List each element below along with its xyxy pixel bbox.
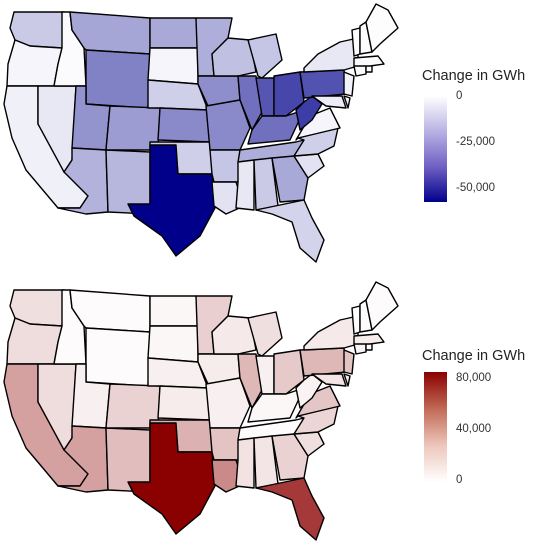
legend-tick-label: 40,000 xyxy=(456,423,492,435)
state-mi xyxy=(247,33,283,79)
state-mi xyxy=(247,311,283,357)
state-sd xyxy=(147,325,199,363)
legend-tick-label: -25,000 xyxy=(456,136,496,148)
state-il xyxy=(237,353,263,409)
legend-tick-label: 80,000 xyxy=(456,372,492,384)
state-wy xyxy=(85,49,151,109)
state-nd xyxy=(149,17,199,49)
state-md xyxy=(311,95,347,109)
state-mo xyxy=(205,99,251,151)
state-or xyxy=(6,39,63,87)
state-me xyxy=(365,3,399,53)
state-ma xyxy=(353,55,385,67)
legend-tick-label: 0 xyxy=(456,90,463,102)
state-sd xyxy=(147,47,199,85)
legend-title: Change in GWh xyxy=(422,348,526,364)
state-tx xyxy=(127,422,217,535)
legend-color-bar xyxy=(424,96,447,202)
state-or xyxy=(6,317,63,365)
state-wy xyxy=(85,327,151,387)
legend-color-bar xyxy=(424,372,447,482)
decrease-map xyxy=(3,3,399,263)
state-ar xyxy=(209,427,241,461)
state-de xyxy=(343,373,351,387)
state-md xyxy=(311,373,347,387)
state-nj xyxy=(343,349,355,375)
state-fl xyxy=(255,199,325,263)
state-nd xyxy=(149,295,199,327)
state-ks xyxy=(157,107,211,143)
state-ar xyxy=(209,149,241,183)
legend-title: Change in GWh xyxy=(422,68,526,84)
legend-tick-label: 0 xyxy=(456,474,463,486)
state-de xyxy=(343,95,351,109)
state-mo xyxy=(205,377,251,429)
state-ks xyxy=(157,385,211,421)
state-vt xyxy=(351,27,361,57)
state-me xyxy=(365,281,399,331)
state-fl xyxy=(255,477,325,541)
state-vt xyxy=(351,305,361,335)
state-oh xyxy=(273,71,305,117)
state-tx xyxy=(127,144,217,257)
increase-legend: Change in GWh 80,000 40,000 0 xyxy=(422,348,538,490)
state-ga xyxy=(271,433,309,481)
state-pa xyxy=(299,347,347,377)
state-pa xyxy=(299,69,347,99)
state-ms xyxy=(235,437,255,489)
state-il xyxy=(237,75,263,131)
increase-map xyxy=(3,281,399,541)
state-oh xyxy=(273,349,305,395)
legend-tick-label: -50,000 xyxy=(456,182,496,194)
state-ms xyxy=(235,159,255,211)
state-ma xyxy=(353,333,385,345)
state-ny xyxy=(303,37,359,73)
state-ny xyxy=(303,315,359,351)
decrease-legend: Change in GWh 0 -25,000 -50,000 xyxy=(422,68,538,208)
state-ga xyxy=(271,155,309,203)
state-nj xyxy=(343,71,355,97)
